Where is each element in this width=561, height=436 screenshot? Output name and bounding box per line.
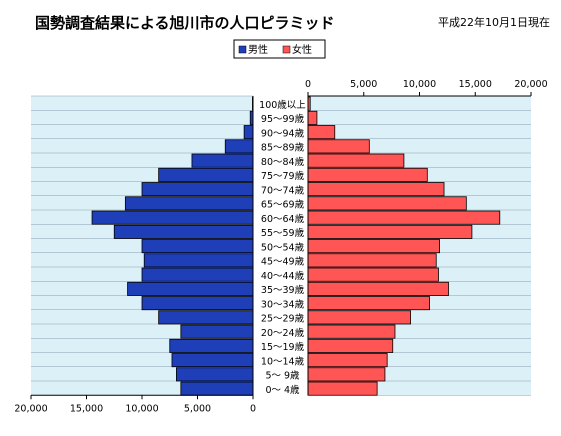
male-x-tick-label-1: 15,000 xyxy=(70,403,103,414)
age-label-6: 70～74歳 xyxy=(261,184,305,196)
male-bar-16 xyxy=(180,324,254,339)
male-x-tick-label-0: 20,000 xyxy=(14,403,47,414)
age-label-5: 75～79歳 xyxy=(261,170,305,182)
female-bar-5 xyxy=(307,167,428,182)
legend-male-label: 男性 xyxy=(248,43,268,56)
female-x-tick-label-3: 15,000 xyxy=(459,79,492,90)
age-label-15: 25～29歳 xyxy=(261,313,305,325)
legend-box xyxy=(233,39,326,59)
age-label-10: 50～54歳 xyxy=(261,241,305,253)
age-label-18: 10～14歳 xyxy=(261,355,305,367)
age-label-7: 65～69歳 xyxy=(261,199,305,211)
female-x-tick-label-0: 0 xyxy=(305,79,311,90)
age-label-19: 5～ 9歳 xyxy=(265,370,300,382)
female-x-tick-label-1: 5,000 xyxy=(350,79,377,90)
female-bar-2 xyxy=(307,125,336,140)
chart-title: 国勢調査結果による旭川市の人口ピラミッド xyxy=(35,14,335,32)
female-x-tick-label-4: 20,000 xyxy=(514,79,547,90)
age-label-9: 55～59歳 xyxy=(261,227,305,239)
male-bar-9 xyxy=(113,224,254,239)
male-bar-19 xyxy=(176,367,254,382)
male-x-tick-label-3: 5,000 xyxy=(184,403,211,414)
age-label-20: 0～ 4歳 xyxy=(265,384,300,396)
age-label-11: 45～49歳 xyxy=(261,256,305,268)
female-bar-19 xyxy=(307,367,386,382)
female-bar-14 xyxy=(307,296,430,311)
female-bar-8 xyxy=(307,210,501,225)
age-label-8: 60～64歳 xyxy=(261,213,305,225)
female-bar-3 xyxy=(307,139,370,154)
male-bar-11 xyxy=(143,253,254,268)
male-bar-15 xyxy=(158,310,254,325)
age-label-16: 20～24歳 xyxy=(261,327,305,339)
age-label-17: 15～19歳 xyxy=(261,341,305,353)
age-label-12: 40～44歳 xyxy=(261,270,305,282)
male-bar-4 xyxy=(191,153,254,168)
plot-area: 100歳以上 95～99歳 90～94歳 85～89歳 80～84歳 75～79歳 70～7… xyxy=(31,95,531,396)
female-bar-7 xyxy=(307,196,467,211)
legend: 男性 女性 xyxy=(233,39,326,59)
male-bar-13 xyxy=(127,281,254,296)
male-bar-18 xyxy=(171,353,254,368)
male-bar-8 xyxy=(91,210,254,225)
female-bar-11 xyxy=(307,253,437,268)
female-bar-18 xyxy=(307,353,388,368)
male-bar-12 xyxy=(141,267,254,282)
male-x-tick-label-2: 10,000 xyxy=(125,403,158,414)
male-bar-5 xyxy=(158,167,254,182)
male-bar-17 xyxy=(169,338,254,353)
age-label-13: 35～39歳 xyxy=(261,284,305,296)
age-label-3: 85～89歳 xyxy=(261,142,305,154)
male-bar-3 xyxy=(224,139,254,154)
axes: 20,000 15,000 10,000 5,000 0 0 5,000 10,000 15,0… xyxy=(14,79,547,414)
male-bar-6 xyxy=(141,182,254,197)
age-label-14: 30～34歳 xyxy=(261,298,305,310)
legend-female-label: 女性 xyxy=(292,43,312,56)
female-bar-20 xyxy=(307,381,378,396)
male-bar-20 xyxy=(180,381,254,396)
male-bar-14 xyxy=(141,296,254,311)
age-label-4: 80～84歳 xyxy=(261,156,305,168)
female-bar-4 xyxy=(307,153,405,168)
female-bar-17 xyxy=(307,338,394,353)
female-bar-10 xyxy=(307,239,440,254)
male-x-tick-label-4: 0 xyxy=(250,403,256,414)
female-bar-12 xyxy=(307,267,439,282)
age-label-0: 100歳以上 xyxy=(259,99,306,111)
female-bar-6 xyxy=(307,182,445,197)
male-bar-7 xyxy=(124,196,254,211)
male-bar-10 xyxy=(141,239,254,254)
legend-male-swatch xyxy=(238,45,247,54)
female-bar-15 xyxy=(307,310,411,325)
legend-female-swatch xyxy=(282,45,291,54)
female-bar-1 xyxy=(307,110,318,125)
male-bar-2 xyxy=(243,125,254,140)
female-bar-16 xyxy=(307,324,396,339)
female-bar-9 xyxy=(307,224,473,239)
date-note: 平成22年10月1日現在 xyxy=(438,15,550,29)
female-x-tick-label-2: 10,000 xyxy=(403,79,436,90)
female-bar-13 xyxy=(307,281,449,296)
age-label-2: 90～94歳 xyxy=(261,127,305,139)
age-label-1: 95～99歳 xyxy=(261,113,305,125)
